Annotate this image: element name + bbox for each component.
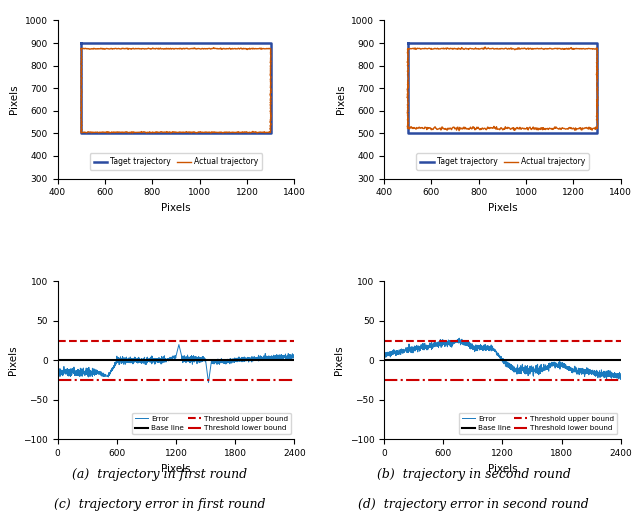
Taget trajectory <box>77 40 85 46</box>
Error <box>72 368 80 375</box>
Base line <box>380 357 388 363</box>
Base line <box>54 357 61 363</box>
Error <box>617 370 625 377</box>
Threshold upper bound <box>54 338 61 344</box>
Taget trajectory <box>593 130 601 136</box>
Line: Error: Error <box>384 338 621 379</box>
Actual trajectory <box>226 45 234 52</box>
Error <box>86 367 94 374</box>
Error <box>54 369 61 375</box>
Taget trajectory <box>267 130 275 136</box>
Actual trajectory <box>593 88 601 94</box>
X-axis label: Pixels: Pixels <box>488 203 517 213</box>
Actual trajectory <box>472 126 480 132</box>
Line: Taget trajectory: Taget trajectory <box>81 43 271 133</box>
Base line <box>54 357 61 363</box>
Error <box>406 347 414 353</box>
Legend: Error, Base line, Threshold upper bound, Threshold lower bound: Error, Base line, Threshold upper bound,… <box>459 413 617 434</box>
Actual trajectory <box>267 94 275 100</box>
Line: Actual trajectory: Actual trajectory <box>81 48 271 133</box>
Line: Actual trajectory: Actual trajectory <box>407 47 598 131</box>
Actual trajectory <box>404 46 412 52</box>
Legend: Taget trajectory, Actual trajectory: Taget trajectory, Actual trajectory <box>416 153 589 170</box>
Taget trajectory <box>77 130 85 136</box>
Actual trajectory <box>210 44 218 51</box>
Legend: Error, Base line, Threshold upper bound, Threshold lower bound: Error, Base line, Threshold upper bound,… <box>132 413 291 434</box>
Error <box>205 380 212 386</box>
Threshold upper bound <box>380 338 388 344</box>
Threshold lower bound <box>54 377 61 383</box>
Base line <box>380 357 388 363</box>
Error <box>380 352 388 358</box>
Threshold lower bound <box>380 377 388 383</box>
Error <box>254 357 262 363</box>
Taget trajectory <box>77 40 85 46</box>
Taget trajectory <box>404 40 412 46</box>
Text: (d)  trajectory error in second round: (d) trajectory error in second round <box>358 498 589 511</box>
Actual trajectory <box>455 128 463 134</box>
Error <box>80 369 88 376</box>
Actual trajectory <box>481 44 489 50</box>
Actual trajectory <box>404 110 412 117</box>
Error <box>399 350 406 356</box>
X-axis label: Pixels: Pixels <box>161 464 191 474</box>
Error <box>488 342 495 349</box>
Taget trajectory <box>593 40 601 46</box>
Error <box>580 374 588 380</box>
Error <box>387 350 394 356</box>
Text: (a)  trajectory in first round: (a) trajectory in first round <box>72 468 248 480</box>
Y-axis label: Pixels: Pixels <box>334 345 344 375</box>
Error <box>291 354 298 360</box>
Actual trajectory <box>448 125 456 131</box>
Taget trajectory <box>404 130 412 136</box>
Legend: Taget trajectory, Actual trajectory: Taget trajectory, Actual trajectory <box>90 153 262 170</box>
Actual trajectory <box>404 45 412 52</box>
Text: (c)  trajectory error in first round: (c) trajectory error in first round <box>54 498 266 511</box>
Error <box>175 341 182 347</box>
X-axis label: Pixels: Pixels <box>161 203 191 213</box>
Actual trajectory <box>143 130 150 136</box>
Y-axis label: Pixels: Pixels <box>10 85 19 114</box>
Taget trajectory <box>267 40 275 46</box>
Actual trajectory <box>140 45 147 52</box>
Error <box>60 368 68 375</box>
Actual trajectory <box>146 129 154 135</box>
Actual trajectory <box>466 45 474 52</box>
Threshold upper bound <box>380 338 388 344</box>
Actual trajectory <box>77 113 85 120</box>
Actual trajectory <box>77 45 85 52</box>
Actual trajectory <box>77 45 85 52</box>
Threshold upper bound <box>54 338 61 344</box>
Error <box>413 344 420 350</box>
Actual trajectory <box>122 129 129 135</box>
Actual trajectory <box>553 45 561 52</box>
Taget trajectory <box>404 40 412 46</box>
Y-axis label: Pixels: Pixels <box>336 85 346 114</box>
Threshold lower bound <box>54 377 61 383</box>
X-axis label: Pixels: Pixels <box>488 464 517 474</box>
Line: Error: Error <box>58 344 294 383</box>
Y-axis label: Pixels: Pixels <box>8 345 17 375</box>
Threshold lower bound <box>380 377 388 383</box>
Line: Taget trajectory: Taget trajectory <box>408 43 597 133</box>
Text: (b)  trajectory in second round: (b) trajectory in second round <box>377 468 570 480</box>
Error <box>161 356 169 362</box>
Error <box>456 335 463 341</box>
Error <box>617 376 625 382</box>
